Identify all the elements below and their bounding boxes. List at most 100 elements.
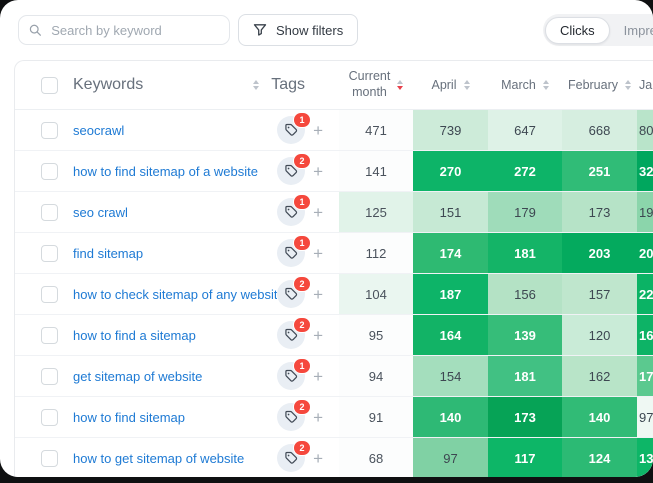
heatmap-cell-february: 173	[562, 192, 637, 232]
current-month-label-line2: month	[352, 85, 387, 99]
add-tag-button[interactable]: +	[313, 407, 323, 427]
tag-icon	[285, 328, 298, 341]
february-sort-icon[interactable]	[625, 80, 632, 90]
toggle-clicks[interactable]: Clicks	[545, 16, 610, 44]
row-checkbox[interactable]	[41, 162, 58, 180]
add-tag-button[interactable]: +	[313, 284, 323, 304]
row-checkbox[interactable]	[41, 449, 58, 467]
current-month-value: 141	[339, 151, 413, 191]
tag-icon	[285, 246, 298, 259]
tag-count-badge: 2	[293, 317, 312, 333]
heatmap-cell-march: 156	[488, 274, 562, 314]
tag-button[interactable]: 2	[277, 153, 312, 185]
heatmap-cell-march: 272	[488, 151, 562, 191]
keywords-sort-icon[interactable]	[253, 80, 260, 90]
add-tag-button[interactable]: +	[313, 161, 323, 181]
tag-button[interactable]: 2	[277, 276, 312, 308]
tag-button[interactable]: 1	[277, 194, 312, 226]
heatmap-cell-april: 187	[413, 274, 488, 314]
month-column-header-february[interactable]: February	[562, 78, 637, 92]
heatmap-cell-march: 647	[488, 110, 562, 150]
tag-button[interactable]: 1	[277, 235, 312, 267]
heatmap-cell-march: 181	[488, 356, 562, 396]
row-checkbox[interactable]	[41, 203, 58, 221]
current-month-value: 125	[339, 192, 413, 232]
tag-button[interactable]: 2	[277, 399, 312, 431]
add-tag-button[interactable]: +	[313, 366, 323, 386]
row-checkbox[interactable]	[41, 121, 58, 139]
heatmap-cell-april: 164	[413, 315, 488, 355]
keyword-link[interactable]: how to check sitemap of any website	[73, 286, 278, 302]
keyword-link[interactable]: how to get sitemap of website	[73, 450, 245, 466]
heatmap-cell-march: 139	[488, 315, 562, 355]
heatmap-cell-april: 174	[413, 233, 488, 273]
add-tag-button[interactable]: +	[313, 243, 323, 263]
current-month-value: 471	[339, 110, 413, 150]
filter-funnel-icon	[253, 24, 267, 36]
add-tag-button[interactable]: +	[313, 202, 323, 222]
current-month-sort-icon-desc-active[interactable]	[397, 80, 404, 90]
keyword-link[interactable]: how to find sitemap	[73, 409, 186, 425]
tag-icon	[285, 369, 298, 382]
row-checkbox[interactable]	[41, 244, 58, 262]
table-row: how to find a sitemap 2 + 95 164 139 120…	[15, 315, 653, 356]
heatmap-cell-march: 181	[488, 233, 562, 273]
april-sort-icon[interactable]	[463, 80, 470, 90]
keyword-link[interactable]: seo crawl	[73, 204, 128, 220]
tag-count-badge: 1	[293, 235, 312, 251]
search-box[interactable]	[18, 15, 230, 45]
current-month-value: 68	[339, 438, 413, 477]
row-checkbox[interactable]	[41, 367, 58, 385]
current-month-column-header[interactable]: Current month	[339, 69, 413, 100]
table-row: how to find sitemap 2 + 91 140 173 140 9…	[15, 397, 653, 438]
tag-button[interactable]: 2	[277, 440, 312, 472]
month-column-header-january[interactable]: January	[637, 78, 653, 92]
tag-count-badge: 1	[293, 112, 312, 128]
search-input[interactable]	[49, 21, 219, 39]
toggle-impressions[interactable]: Impressions	[612, 18, 653, 43]
tag-button[interactable]: 1	[277, 112, 312, 144]
tags-column-header: Tags	[271, 76, 305, 93]
current-month-value: 94	[339, 356, 413, 396]
tag-button[interactable]: 1	[277, 358, 312, 390]
tag-icon	[285, 123, 298, 136]
keyword-link[interactable]: seocrawl	[73, 122, 125, 138]
table-header-row: Keywords Tags Current month April March F…	[15, 61, 653, 110]
current-month-value: 95	[339, 315, 413, 355]
heatmap-cell-april: 739	[413, 110, 488, 150]
add-tag-button[interactable]: +	[313, 448, 323, 468]
keyword-link[interactable]: how to find a sitemap	[73, 327, 196, 343]
add-tag-button[interactable]: +	[313, 325, 323, 345]
heatmap-cell-march: 179	[488, 192, 562, 232]
keyword-link[interactable]: get sitemap of website	[73, 368, 203, 384]
tag-count-badge: 2	[293, 276, 312, 292]
march-sort-icon[interactable]	[542, 80, 549, 90]
heatmap-cell-april: 151	[413, 192, 488, 232]
february-label: February	[567, 78, 619, 92]
show-filters-button[interactable]: Show filters	[238, 14, 359, 46]
heatmap-cell-april: 140	[413, 397, 488, 437]
keyword-link[interactable]: how to find sitemap of a website	[73, 163, 258, 179]
month-column-header-march[interactable]: March	[488, 78, 562, 92]
row-checkbox[interactable]	[41, 285, 58, 303]
heatmap-cell-february: 124	[562, 438, 637, 477]
row-checkbox[interactable]	[41, 408, 58, 426]
keyword-link[interactable]: find sitemap	[73, 245, 144, 261]
heatmap-cell-april: 154	[413, 356, 488, 396]
tag-count-badge: 2	[293, 153, 312, 169]
select-all-checkbox[interactable]	[41, 76, 58, 94]
heatmap-cell-january: 167	[637, 315, 653, 355]
table-row: how to find sitemap of a website 2 + 141…	[15, 151, 653, 192]
add-tag-button[interactable]: +	[313, 120, 323, 140]
month-column-header-april[interactable]: April	[413, 78, 488, 92]
keywords-column-header[interactable]: Keywords	[73, 76, 144, 93]
table-row: seo crawl 1 + 125 151 179 173 193	[15, 192, 653, 233]
current-month-value: 104	[339, 274, 413, 314]
keywords-table: Keywords Tags Current month April March F…	[14, 60, 653, 477]
row-checkbox[interactable]	[41, 326, 58, 344]
table-row: how to check sitemap of any website 2 + …	[15, 274, 653, 315]
tag-button[interactable]: 2	[277, 317, 312, 349]
heatmap-cell-january: 97	[637, 397, 653, 437]
current-month-value: 91	[339, 397, 413, 437]
heatmap-cell-january: 177	[637, 356, 653, 396]
